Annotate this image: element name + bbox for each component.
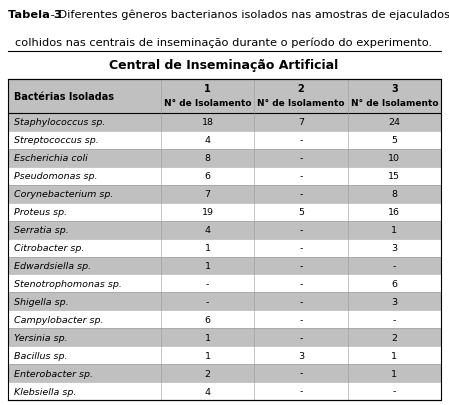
Text: 19: 19 <box>202 208 214 217</box>
Text: 15: 15 <box>388 172 401 181</box>
Text: 8: 8 <box>392 190 397 199</box>
Bar <box>8 328 441 346</box>
Text: -: - <box>299 261 303 270</box>
Text: -: - <box>206 297 209 306</box>
Text: 1: 1 <box>392 226 397 234</box>
Text: 1: 1 <box>392 369 397 377</box>
Text: 4: 4 <box>205 226 211 234</box>
Text: colhidos nas centrais de inseminação durante o período do experimento.: colhidos nas centrais de inseminação dur… <box>15 38 432 48</box>
Text: 3: 3 <box>391 243 397 252</box>
Text: 24: 24 <box>388 118 401 127</box>
Text: 5: 5 <box>392 136 397 145</box>
Text: -: - <box>299 387 303 396</box>
Text: -: - <box>299 297 303 306</box>
Text: 4: 4 <box>205 387 211 396</box>
Text: 1: 1 <box>392 351 397 360</box>
Text: -: - <box>299 279 303 288</box>
Bar <box>8 257 441 275</box>
Text: 10: 10 <box>388 154 401 163</box>
Text: 16: 16 <box>388 208 401 217</box>
Bar <box>8 80 441 114</box>
Text: 6: 6 <box>392 279 397 288</box>
Text: 1: 1 <box>205 333 211 342</box>
Text: Pseudomonas sp.: Pseudomonas sp. <box>14 172 97 181</box>
Text: Campylobacter sp.: Campylobacter sp. <box>14 315 104 324</box>
Text: Proteus sp.: Proteus sp. <box>14 208 67 217</box>
Text: -: - <box>206 279 209 288</box>
Bar <box>8 221 441 239</box>
Text: 2: 2 <box>392 333 397 342</box>
Text: 4: 4 <box>205 136 211 145</box>
Text: 6: 6 <box>205 172 211 181</box>
Bar <box>8 80 441 400</box>
Text: -: - <box>299 172 303 181</box>
Text: -: - <box>299 315 303 324</box>
Text: 7: 7 <box>298 118 304 127</box>
Bar <box>8 149 441 167</box>
Text: -: - <box>392 387 396 396</box>
Text: 1: 1 <box>205 243 211 252</box>
Text: Stenotrophomonas sp.: Stenotrophomonas sp. <box>14 279 122 288</box>
Bar <box>8 114 441 132</box>
Text: Shigella sp.: Shigella sp. <box>14 297 69 306</box>
Text: 18: 18 <box>202 118 214 127</box>
Text: -: - <box>299 333 303 342</box>
Text: Yersinia sp.: Yersinia sp. <box>14 333 68 342</box>
Text: -: - <box>299 154 303 163</box>
Bar <box>8 364 441 382</box>
Text: Corynebacterium sp.: Corynebacterium sp. <box>14 190 114 199</box>
Text: Edwardsiella sp.: Edwardsiella sp. <box>14 261 91 270</box>
Text: 8: 8 <box>205 154 211 163</box>
Text: Streptococcus sp.: Streptococcus sp. <box>14 136 99 145</box>
Text: Enterobacter sp.: Enterobacter sp. <box>14 369 93 377</box>
Text: 3: 3 <box>298 351 304 360</box>
Text: 2: 2 <box>298 84 304 94</box>
Text: 5: 5 <box>298 208 304 217</box>
Text: N° de Isolamento: N° de Isolamento <box>164 98 251 107</box>
Text: Staphylococcus sp.: Staphylococcus sp. <box>14 118 106 127</box>
Text: -: - <box>392 315 396 324</box>
Text: -: - <box>392 261 396 270</box>
Text: N° de Isolamento: N° de Isolamento <box>351 98 438 107</box>
Text: 1: 1 <box>205 351 211 360</box>
Text: 6: 6 <box>205 315 211 324</box>
Text: -: - <box>299 190 303 199</box>
Text: -: - <box>299 226 303 234</box>
Bar <box>8 293 441 311</box>
Text: 1: 1 <box>205 261 211 270</box>
Text: 3: 3 <box>391 297 397 306</box>
Text: Escherichia coli: Escherichia coli <box>14 154 88 163</box>
Text: 1: 1 <box>204 84 211 94</box>
Text: N° de Isolamento: N° de Isolamento <box>257 98 345 107</box>
Text: - Diferentes gêneros bacterianos isolados nas amostras de ejaculados: - Diferentes gêneros bacterianos isolado… <box>47 10 449 20</box>
Text: Bactérias Isoladas: Bactérias Isoladas <box>14 92 114 102</box>
Text: Tabela 3: Tabela 3 <box>8 10 62 20</box>
Text: Klebsiella sp.: Klebsiella sp. <box>14 387 76 396</box>
Text: Bacillus sp.: Bacillus sp. <box>14 351 67 360</box>
Text: -: - <box>299 369 303 377</box>
Text: 3: 3 <box>391 84 398 94</box>
Text: 7: 7 <box>205 190 211 199</box>
Text: -: - <box>299 243 303 252</box>
Text: Central de Inseminação Artificial: Central de Inseminação Artificial <box>110 60 339 72</box>
Text: 2: 2 <box>205 369 211 377</box>
Bar <box>8 185 441 203</box>
Text: Serratia sp.: Serratia sp. <box>14 226 69 234</box>
Text: Citrobacter sp.: Citrobacter sp. <box>14 243 84 252</box>
Text: -: - <box>299 136 303 145</box>
